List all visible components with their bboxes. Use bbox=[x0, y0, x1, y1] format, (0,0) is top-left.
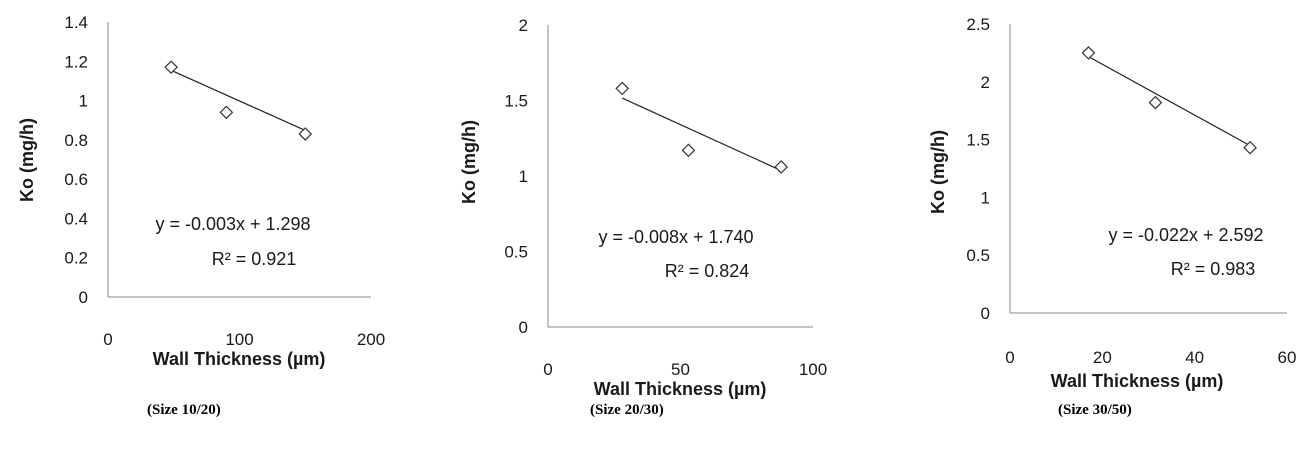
y-tick-label: 1 bbox=[79, 92, 88, 111]
caption-size-10-20: (Size 10/20) bbox=[147, 402, 221, 418]
data-point bbox=[1243, 140, 1257, 155]
data-point bbox=[615, 81, 630, 96]
y-axis-title: Ko (mg/h) bbox=[17, 118, 37, 202]
y-tick-label: 0.8 bbox=[64, 131, 88, 150]
chart-1: 0 0.2 0.4 0.6 0.8 1 1.2 1.4 0 100 200 Wall Thicknes… bbox=[17, 13, 385, 369]
data-point bbox=[1148, 95, 1163, 110]
trendline-equation: y = -0.008x + 1.740 bbox=[598, 227, 753, 247]
y-tick-label: 1 bbox=[519, 167, 528, 186]
y-tick-label: 0 bbox=[981, 304, 990, 323]
x-tick-label: 60 bbox=[1278, 348, 1297, 367]
x-axis-title: Wall Thickness (µm) bbox=[594, 379, 767, 399]
x-axis-title: Wall Thickness (µm) bbox=[1051, 371, 1224, 391]
y-tick-label: 0.6 bbox=[64, 170, 88, 189]
data-point bbox=[164, 60, 178, 75]
y-axis-title: Ko (mg/h) bbox=[928, 130, 948, 214]
x-tick-label: 100 bbox=[225, 330, 253, 349]
y-tick-label: 1.2 bbox=[64, 52, 88, 71]
trendline-equation: y = -0.022x + 2.592 bbox=[1108, 225, 1263, 245]
y-tick-label: 0 bbox=[79, 288, 88, 307]
y-axis-title: Ko (mg/h) bbox=[459, 120, 479, 204]
x-tick-label: 0 bbox=[103, 330, 112, 349]
caption-size-20-30: (Size 20/30) bbox=[590, 402, 664, 418]
r-squared-label: R² = 0.824 bbox=[665, 261, 750, 281]
x-tick-label: 0 bbox=[543, 360, 552, 379]
y-tick-label: 1.4 bbox=[64, 13, 88, 32]
y-tick-label: 1 bbox=[981, 188, 990, 207]
data-point bbox=[1081, 46, 1096, 60]
chart-3: 0 0.5 1 1.5 2 2.5 0 20 40 60 Wall Thickness (µm) Ko… bbox=[928, 15, 1296, 391]
r-squared-label: R² = 0.983 bbox=[1171, 259, 1256, 279]
x-axis-title: Wall Thickness (µm) bbox=[153, 349, 326, 369]
trendline bbox=[621, 97, 782, 172]
data-point bbox=[774, 160, 789, 174]
trendline-equation: y = -0.003x + 1.298 bbox=[155, 214, 310, 234]
y-tick-label: 0.2 bbox=[64, 249, 88, 268]
y-tick-label: 0 bbox=[519, 318, 528, 337]
y-tick-label: 1.5 bbox=[504, 92, 528, 111]
r-squared-label: R² = 0.921 bbox=[212, 249, 297, 269]
y-tick-label: 2.5 bbox=[966, 15, 990, 34]
y-tick-label: 0.4 bbox=[64, 209, 88, 228]
data-point bbox=[681, 143, 696, 158]
x-tick-label: 40 bbox=[1185, 348, 1204, 367]
y-tick-label: 2 bbox=[981, 73, 990, 92]
trendline bbox=[170, 69, 306, 131]
x-tick-label: 50 bbox=[671, 360, 690, 379]
y-tick-label: 0.5 bbox=[504, 243, 528, 262]
data-point bbox=[298, 127, 313, 141]
caption-size-30-50: (Size 30/50) bbox=[1058, 402, 1132, 418]
x-tick-label: 20 bbox=[1093, 348, 1112, 367]
trendline bbox=[1088, 56, 1251, 147]
x-tick-label: 200 bbox=[357, 330, 385, 349]
data-point bbox=[219, 105, 234, 120]
x-tick-label: 100 bbox=[799, 360, 827, 379]
y-tick-label: 1.5 bbox=[966, 131, 990, 150]
x-tick-label: 0 bbox=[1005, 348, 1014, 367]
y-tick-label: 2 bbox=[519, 16, 528, 35]
chart-2: 0 0.5 1 1.5 2 0 50 100 Wall Thickness (µm) Ko (mg… bbox=[459, 16, 827, 399]
y-tick-label: 0.5 bbox=[966, 246, 990, 265]
